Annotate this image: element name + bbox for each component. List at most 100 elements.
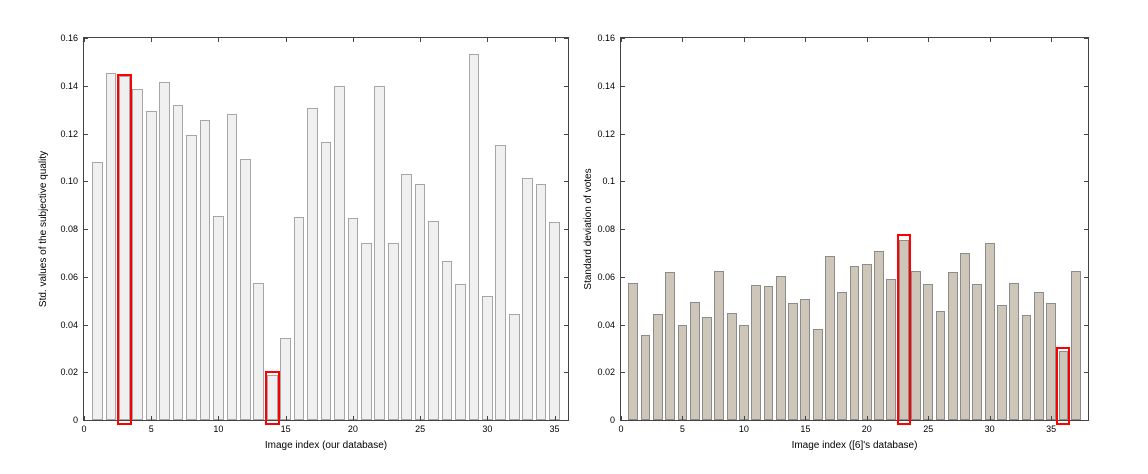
bar	[640, 335, 651, 420]
y-tick-label: 0.08	[597, 224, 615, 234]
bar	[1033, 292, 1044, 420]
bar	[387, 243, 399, 420]
y-tick-label: 0	[609, 415, 615, 425]
y-tick-label: 0.14	[597, 80, 615, 91]
x-tick-mark	[554, 416, 556, 420]
bar	[812, 329, 823, 420]
y-tick-mark	[1084, 181, 1088, 183]
x-tick-mark	[928, 416, 930, 420]
y-tick-mark	[564, 181, 568, 183]
x-tick-mark	[1051, 416, 1053, 420]
bar	[702, 317, 712, 420]
x-tick-label: 5	[679, 424, 685, 434]
y-tick-mark	[84, 181, 88, 183]
y-tick-mark	[564, 229, 568, 230]
x-tick-mark	[805, 38, 807, 42]
y-tick-mark	[621, 276, 625, 278]
bar	[172, 104, 184, 420]
bar	[972, 283, 983, 420]
x-tick-mark	[84, 38, 85, 42]
x-tick-mark	[218, 416, 220, 420]
bar	[652, 313, 663, 420]
y-tick-mark	[621, 229, 625, 230]
y-tick-mark	[1084, 133, 1088, 135]
bar	[280, 337, 292, 420]
y-tick-mark	[564, 133, 568, 135]
x-tick-mark	[989, 38, 991, 42]
bar	[775, 275, 786, 420]
bar	[849, 266, 860, 420]
bar	[997, 305, 1007, 420]
highlight-box	[116, 73, 132, 425]
bar	[911, 270, 921, 420]
bar	[401, 174, 413, 420]
highlight-box	[896, 233, 911, 425]
x-tick-mark	[621, 38, 622, 42]
x-tick-mark	[866, 416, 868, 420]
x-tick-label: 15	[800, 424, 811, 434]
bar	[226, 114, 238, 420]
y-tick-mark	[564, 85, 568, 87]
y-tick-label: 0.10	[60, 176, 78, 187]
x-tick-mark	[487, 416, 489, 420]
y-tick-label: 0.08	[60, 224, 78, 234]
bar	[199, 120, 211, 420]
x-tick-mark	[805, 416, 807, 420]
y-tick-label: 0.06	[597, 271, 615, 282]
y-tick-label: 0.1	[602, 176, 615, 187]
x-tick-label: 35	[549, 424, 560, 434]
highlight-box	[1056, 347, 1071, 425]
y-tick-label: 0.12	[597, 128, 615, 139]
y-tick-label: 0.06	[60, 271, 78, 282]
y-tick-mark	[84, 420, 88, 421]
bar	[898, 239, 909, 420]
bar	[535, 183, 547, 420]
highlight-box	[264, 371, 280, 425]
bar	[549, 221, 560, 420]
y-tick-mark	[1084, 324, 1088, 326]
y-tick-label: 0.14	[60, 80, 78, 91]
bar	[347, 218, 359, 420]
bar	[825, 256, 835, 420]
y-tick-mark	[621, 372, 625, 374]
x-tick-mark	[866, 38, 868, 42]
y-tick-label: 0.04	[597, 319, 615, 330]
bar	[800, 299, 811, 420]
x-tick-mark	[743, 416, 745, 420]
bar	[751, 285, 762, 420]
x-tick-mark	[420, 38, 422, 42]
x-tick-mark	[554, 38, 556, 42]
x-tick-label: 0	[81, 424, 87, 434]
y-tick-label: 0.16	[597, 33, 615, 43]
y-tick-mark	[84, 372, 88, 374]
y-tick-mark	[1084, 276, 1088, 278]
x-tick-label: 20	[347, 424, 358, 434]
x-tick-mark	[151, 416, 153, 420]
bar	[266, 374, 278, 420]
bar	[1046, 303, 1057, 420]
y-tick-mark	[1084, 38, 1088, 39]
y-tick-mark	[621, 420, 625, 421]
bar	[428, 220, 439, 420]
right-x-axis-label: Image index ([6]'s database)	[791, 440, 918, 451]
y-tick-mark	[84, 38, 88, 39]
x-tick-mark	[218, 38, 220, 42]
y-tick-mark	[84, 229, 88, 230]
x-tick-label: 0	[618, 424, 624, 434]
x-tick-mark	[989, 416, 991, 420]
y-tick-mark	[621, 181, 625, 183]
x-tick-label: 10	[738, 424, 749, 434]
bar	[307, 108, 318, 420]
bar	[1070, 270, 1081, 420]
bar	[455, 283, 466, 420]
bar	[923, 283, 934, 420]
bar	[132, 89, 144, 420]
bar	[960, 252, 971, 420]
bar	[495, 145, 507, 420]
bar	[714, 270, 725, 420]
x-tick-label: 5	[148, 424, 154, 434]
right-bar-chart-plot-area: Image index ([6]'s database) Standard de…	[583, 33, 1089, 451]
bar	[935, 311, 946, 420]
bar	[861, 263, 872, 420]
bar	[334, 85, 345, 420]
